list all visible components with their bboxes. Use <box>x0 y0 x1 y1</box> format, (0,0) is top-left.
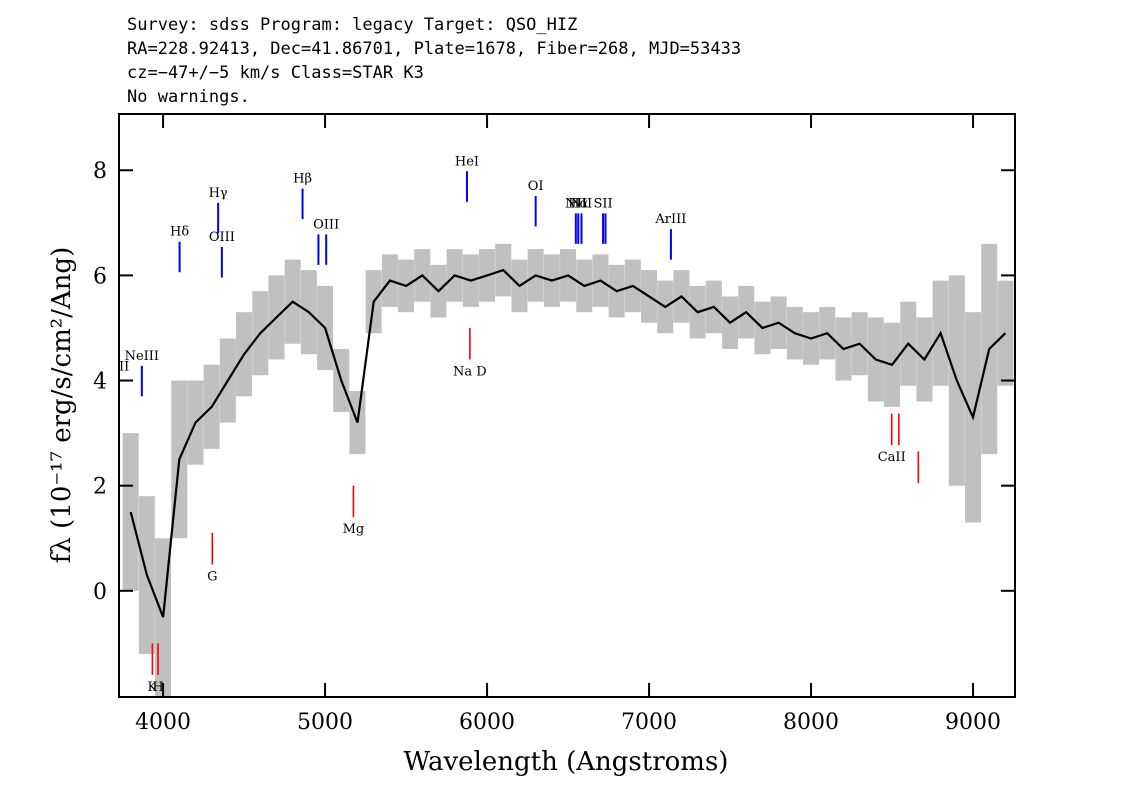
x-tick-label: 9000 <box>945 710 1001 735</box>
y-tick-label: 0 <box>93 580 107 605</box>
emission-label: SII <box>593 196 612 211</box>
plot-frame <box>118 113 1016 698</box>
y-axis-label: fλ (10⁻¹⁷ erg/s/cm²/Ang) <box>47 247 77 563</box>
y-tick-label: 8 <box>93 159 107 184</box>
absorption-label: H <box>152 680 163 695</box>
header-line: cz=−47+/−5 km/s Class=STAR K3 <box>127 63 424 83</box>
x-tick-label: 4000 <box>135 710 191 735</box>
flux-line <box>129 268 1007 618</box>
x-tick-label: 7000 <box>621 710 677 735</box>
emission-label: OII <box>108 359 129 374</box>
error-band <box>997 280 1014 386</box>
x-tick-label: 8000 <box>783 710 839 735</box>
emission-label: HeI <box>455 154 479 169</box>
emission-label: OIII <box>313 217 339 232</box>
absorption-label: G <box>207 570 217 585</box>
emission-label: Hβ <box>293 172 312 187</box>
emission-label: NII <box>565 196 587 211</box>
x-tick-label: 6000 <box>459 710 515 735</box>
header-line: RA=228.92413, Dec=41.86701, Plate=1678, … <box>127 39 741 59</box>
emission-label: OI <box>528 179 544 194</box>
emission-label: OIII <box>209 230 235 245</box>
emission-label: Hγ <box>209 186 228 201</box>
x-tick-label: 5000 <box>297 710 353 735</box>
header-line: Survey: sdss Program: legacy Target: QSO… <box>127 15 577 35</box>
absorption-label: Mg <box>343 522 365 537</box>
y-tick-label: 6 <box>93 264 107 289</box>
absorption-label: Na D <box>453 365 487 380</box>
x-axis-label: Wavelength (Angstroms) <box>404 747 729 777</box>
absorption-label: CaII <box>878 450 906 465</box>
emission-label: NeIII <box>125 349 159 364</box>
emission-label: Hα <box>568 196 588 211</box>
error-band <box>122 433 139 591</box>
emission-label: Hδ <box>170 225 189 240</box>
absorption-label: K <box>148 680 158 695</box>
emission-label: NII <box>571 196 593 211</box>
y-tick-label: 4 <box>93 370 107 395</box>
emission-label: ArIII <box>654 212 686 227</box>
y-tick-label: 2 <box>93 475 107 500</box>
header-line: No warnings. <box>127 87 250 107</box>
